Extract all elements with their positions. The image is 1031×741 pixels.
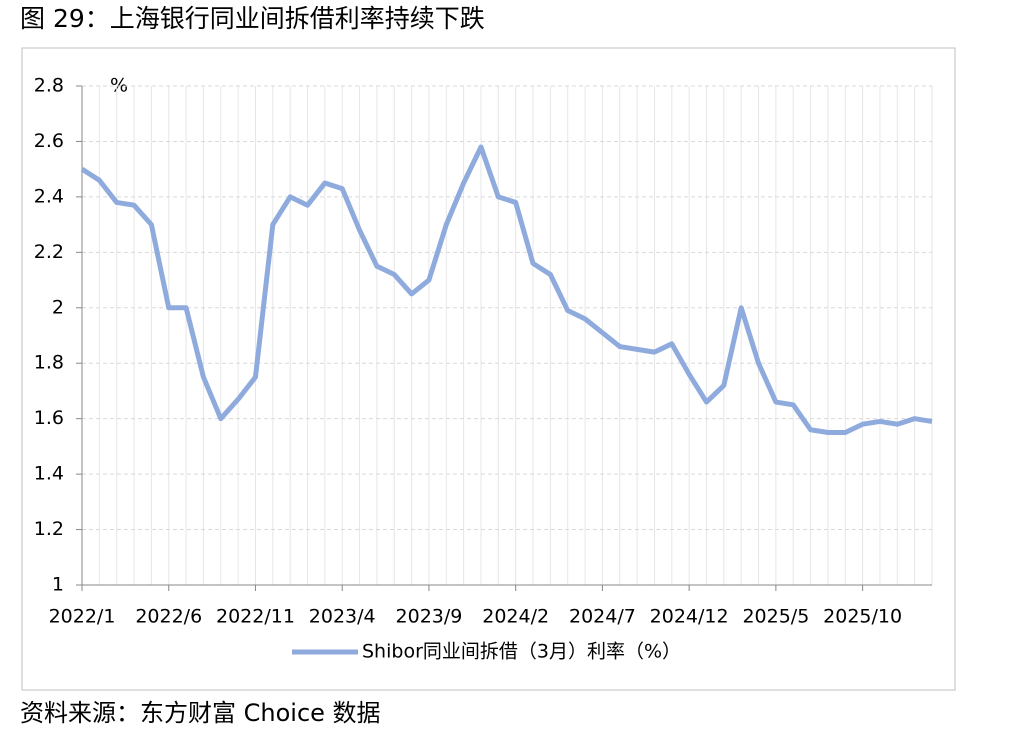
x-tick-label: 2025/5 <box>742 606 809 628</box>
chart-frame <box>21 47 956 691</box>
y-tick-label: 2.4 <box>34 185 64 207</box>
x-tick-label: 2023/9 <box>396 606 463 628</box>
y-tick-label: 2.6 <box>34 130 64 152</box>
y-tick-label: 2.2 <box>34 241 64 263</box>
line-series <box>80 144 933 436</box>
y-tick-label: 2 <box>52 296 64 318</box>
figure-title: 图 29：上海银行同业间拆借利率持续下跌 <box>20 4 485 33</box>
y-tick-label: 2.8 <box>34 75 64 97</box>
y-tick-label: 1.6 <box>34 407 64 429</box>
x-tick-label: 2022/11 <box>216 606 295 628</box>
y-tick-label: 1.2 <box>34 518 64 540</box>
x-tick-label: 2023/4 <box>309 606 376 628</box>
x-tick-label: 2022/6 <box>135 606 202 628</box>
x-tick-label: 2024/2 <box>482 606 549 628</box>
x-tick-label: 2022/1 <box>49 606 116 628</box>
x-tick-label: 2024/7 <box>569 606 636 628</box>
x-tick-label: 2025/10 <box>823 606 902 628</box>
source-note: 资料来源：东方财富 Choice 数据 <box>20 699 381 727</box>
legend-label: Shibor同业间拆借（3月）利率（%） <box>362 641 681 663</box>
y-tick-label: 1 <box>52 574 64 596</box>
y-tick-label: 1.4 <box>34 463 64 485</box>
x-tick-label: 2024/12 <box>650 606 729 628</box>
y-tick-label: 1.8 <box>34 352 64 374</box>
